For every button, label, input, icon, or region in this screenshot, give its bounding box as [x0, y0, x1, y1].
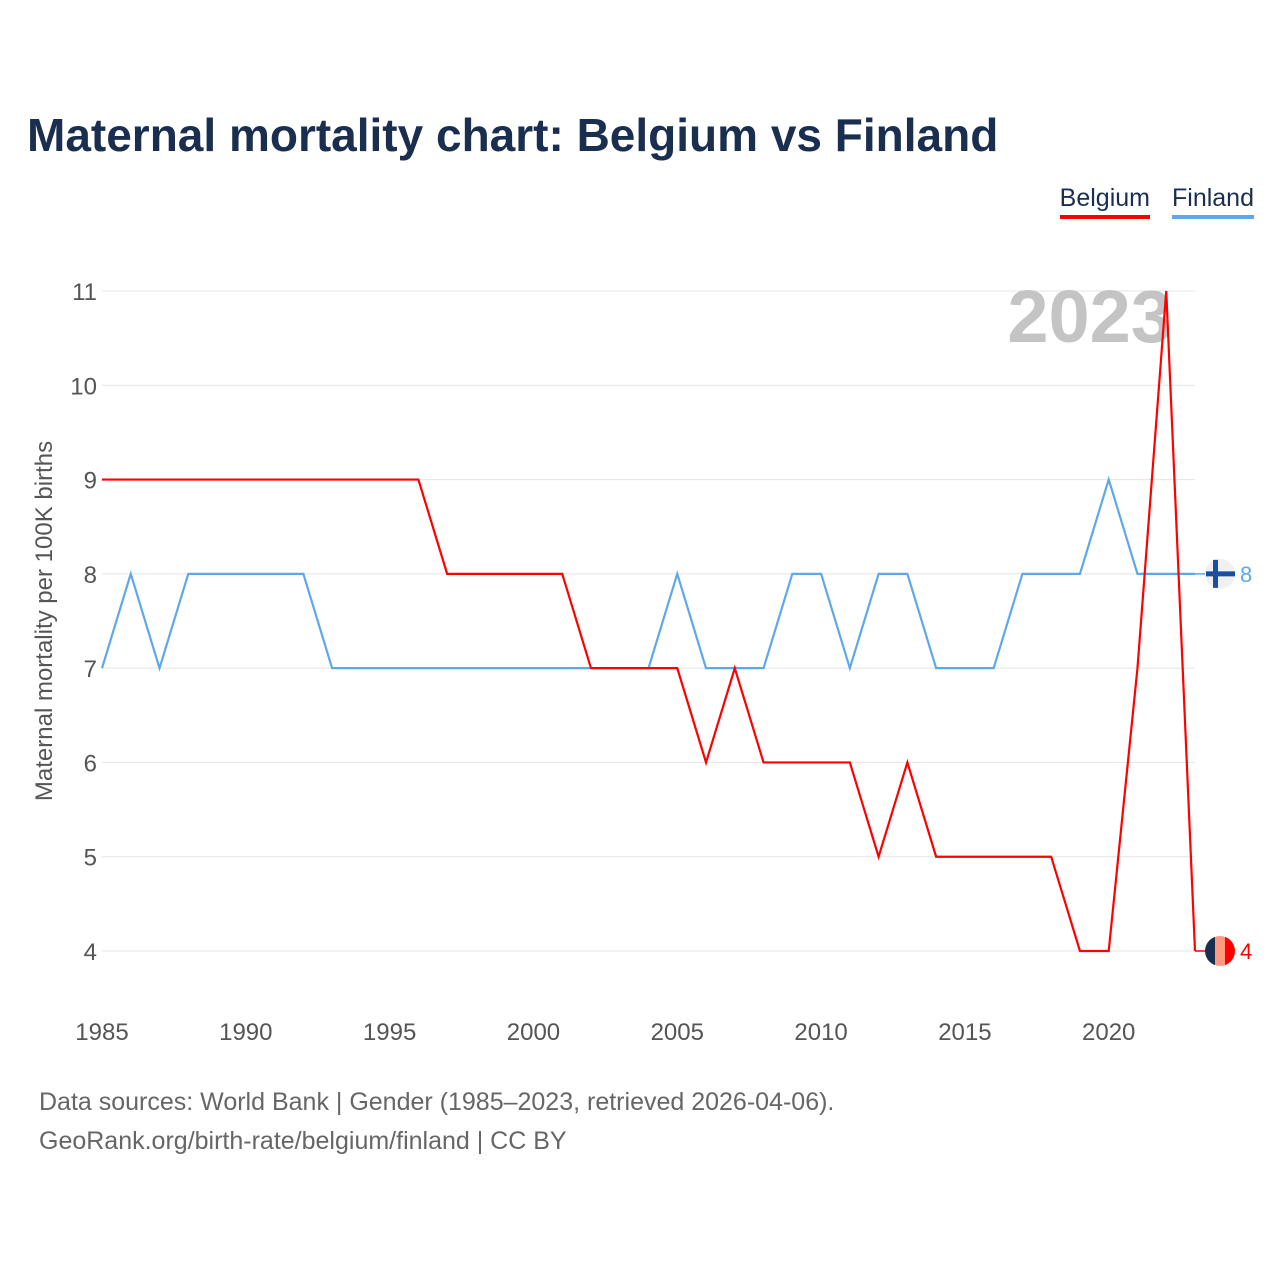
x-tick-label: 2020 — [1082, 1019, 1135, 1046]
y-tick-label: 6 — [84, 750, 97, 777]
x-tick-label: 2015 — [938, 1019, 991, 1046]
y-tick-label: 5 — [84, 845, 97, 872]
y-tick-label: 11 — [72, 279, 97, 306]
end-value-label: 8 — [1240, 562, 1252, 587]
flag-stripe — [1215, 936, 1225, 966]
legend: Belgium Finland — [1059, 184, 1254, 219]
y-tick-label: 4 — [84, 939, 97, 966]
finland-flag-cross — [1206, 571, 1235, 577]
chart-title: Maternal mortality chart: Belgium vs Fin… — [27, 109, 999, 161]
y-tick-label: 9 — [84, 468, 97, 495]
source-note: Data sources: World Bank | Gender (1985–… — [39, 1088, 835, 1116]
flag-stripe — [1205, 936, 1215, 966]
end-value-label: 4 — [1240, 939, 1252, 964]
x-tick-label: 1990 — [219, 1019, 272, 1046]
year-watermark: 2023 — [1007, 275, 1172, 358]
finland-flag-cross — [1213, 559, 1218, 588]
x-tick-label: 2005 — [651, 1019, 704, 1046]
belgium-flag-icon — [1205, 936, 1235, 966]
legend-finland[interactable]: Finland — [1172, 184, 1254, 219]
flag-stripe — [1225, 936, 1235, 966]
series-line-belgium — [102, 290, 1197, 953]
y-tick-label: 7 — [84, 656, 97, 683]
x-tick-label: 1995 — [363, 1019, 416, 1046]
legend-belgium[interactable]: Belgium — [1059, 184, 1150, 219]
x-tick-label: 2010 — [794, 1019, 847, 1046]
x-tick-label: 2000 — [507, 1019, 560, 1046]
y-tick-label: 8 — [84, 562, 97, 589]
y-axis-label: Maternal mortality per 100K births — [31, 441, 58, 801]
source-url: GeoRank.org/birth-rate/belgium/finland |… — [39, 1127, 567, 1155]
y-tick-label: 10 — [70, 373, 97, 400]
x-tick-label: 1985 — [75, 1019, 128, 1046]
